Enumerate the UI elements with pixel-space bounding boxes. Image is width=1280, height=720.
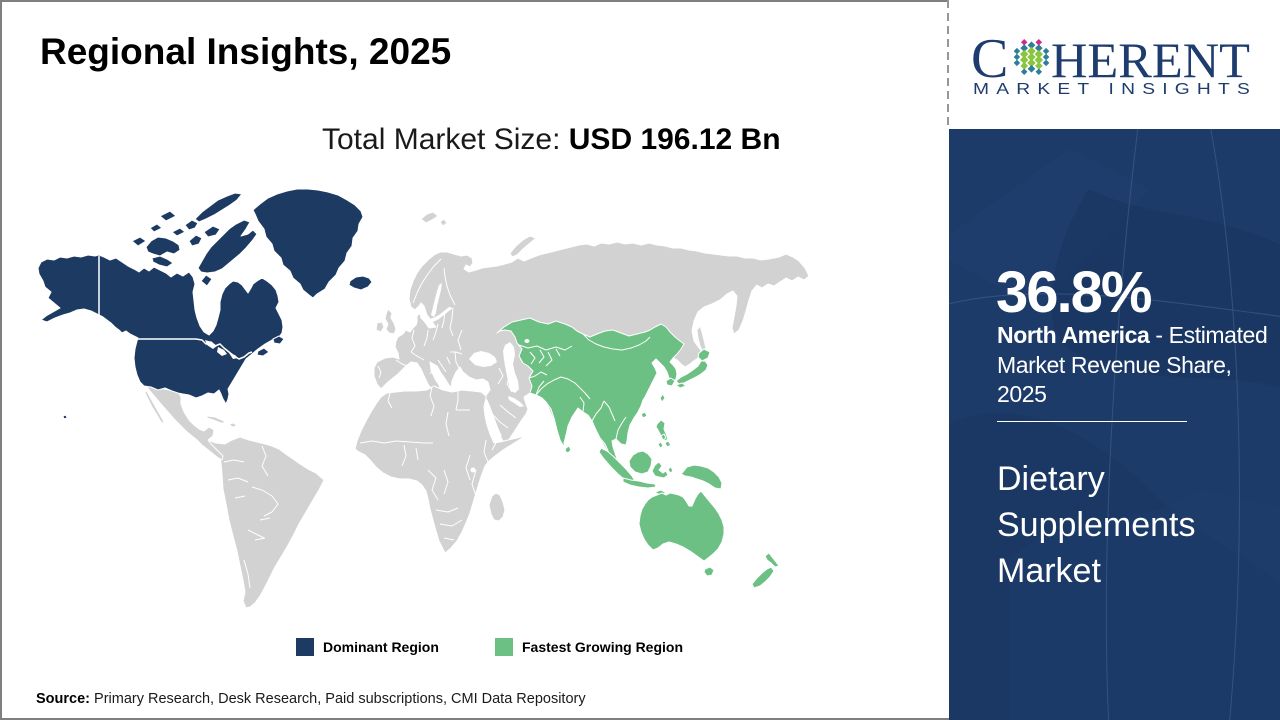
- svg-text:HERENT: HERENT: [1051, 32, 1250, 88]
- svg-text:MARKET INSIGHTS: MARKET INSIGHTS: [973, 81, 1257, 96]
- svg-text:C: C: [971, 30, 1008, 90]
